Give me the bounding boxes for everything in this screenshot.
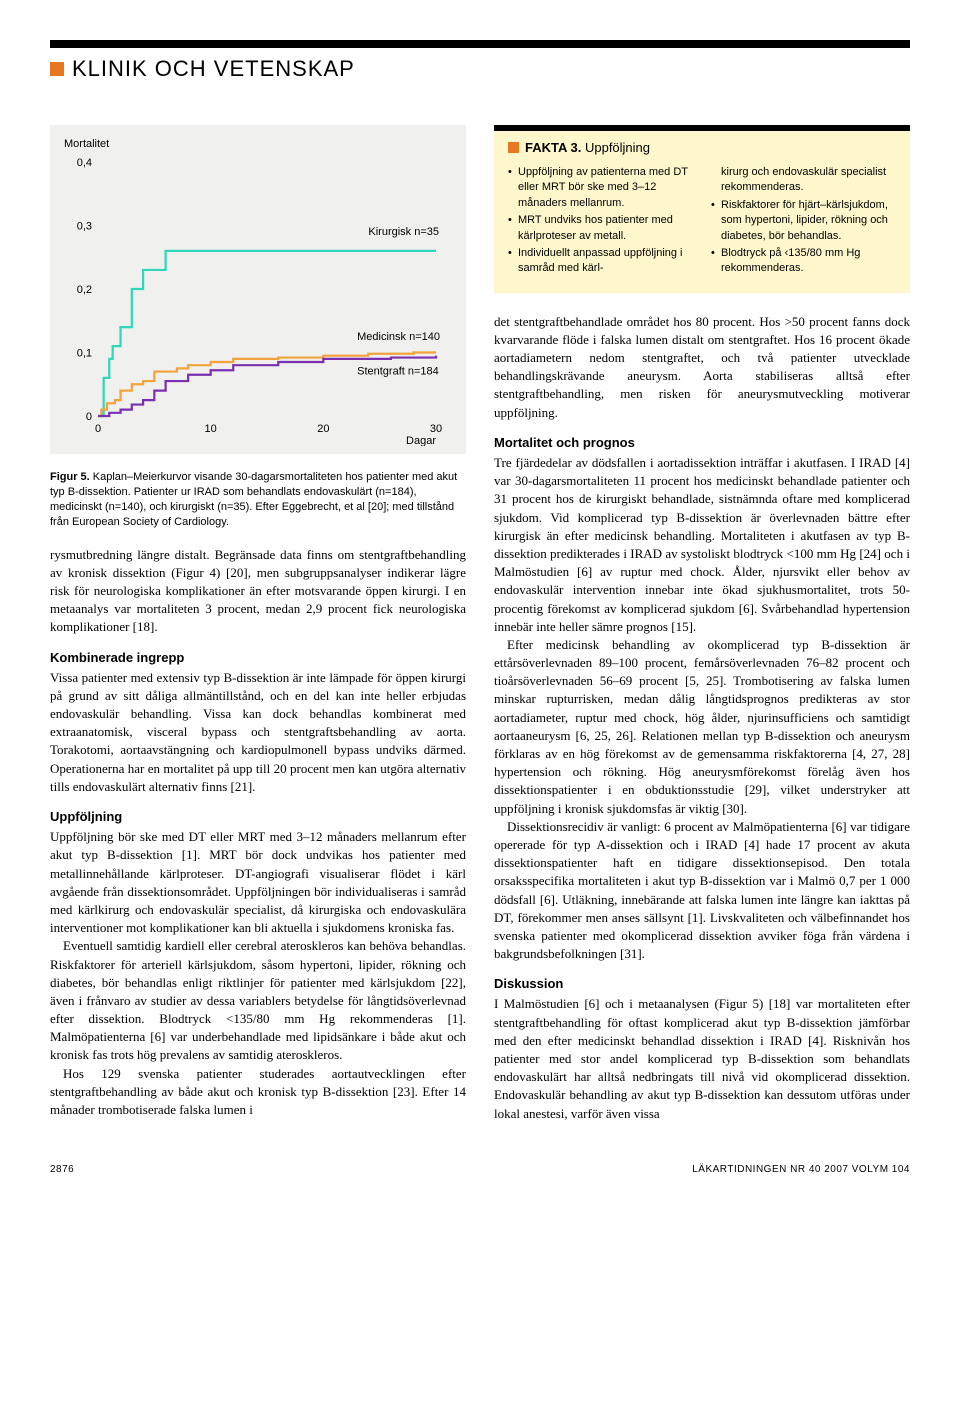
right-p4: Dissektionsrecidiv är vanligt: 6 procent… xyxy=(494,818,910,964)
svg-text:Medicinsk n=140: Medicinsk n=140 xyxy=(357,331,440,343)
fakta-subtitle: Uppföljning xyxy=(585,140,650,155)
top-rule xyxy=(50,40,910,48)
right-column: FAKTA 3. Uppföljning Uppföljning av pati… xyxy=(494,125,910,1123)
fakta-title-row: FAKTA 3. Uppföljning xyxy=(508,139,896,157)
fakta-item: Blodtryck på ‹135/80 mm Hg rekommenderas… xyxy=(711,246,896,277)
fakta-rule xyxy=(494,125,910,131)
fakta-orange-icon xyxy=(508,142,519,153)
figcap-text: Kaplan–Meierkurvor visande 30-dagarsmort… xyxy=(50,471,457,528)
fakta-col2: kirurg och endovaskulär specialist rekom… xyxy=(711,165,896,279)
svg-text:20: 20 xyxy=(317,423,329,435)
svg-text:0,3: 0,3 xyxy=(77,221,92,233)
left-p5: Hos 129 svenska patienter studerades aor… xyxy=(50,1065,466,1120)
footer-page: 2876 xyxy=(50,1163,74,1177)
right-p5: I Malmöstudien [6] och i metaanalysen (F… xyxy=(494,995,910,1122)
svg-text:Dagar: Dagar xyxy=(406,435,436,446)
figcap-bold: Figur 5. xyxy=(50,471,90,483)
svg-text:0: 0 xyxy=(86,411,92,423)
figure-caption: Figur 5. Kaplan–Meierkurvor visande 30-d… xyxy=(50,470,466,529)
svg-text:0: 0 xyxy=(95,423,101,435)
svg-text:10: 10 xyxy=(205,423,217,435)
right-p1: det stentgraftbehandlade området hos 80 … xyxy=(494,313,910,422)
fakta-col2-lead: kirurg och endovaskulär specialist rekom… xyxy=(711,165,896,196)
footer-journal: LÄKARTIDNINGEN NR 40 2007 VOLYM 104 xyxy=(692,1163,910,1177)
fakta-item: Individuellt anpassad uppföljning i samr… xyxy=(508,246,693,277)
section-title: KLINIK OCH VETENSKAP xyxy=(72,54,355,85)
right-p3: Efter medicinsk behandling av okomplicer… xyxy=(494,636,910,818)
svg-text:0,1: 0,1 xyxy=(77,348,92,360)
left-h1: Kombinerade ingrepp xyxy=(50,649,466,667)
fakta-title: FAKTA 3. Uppföljning xyxy=(525,139,650,157)
fakta-col1: Uppföljning av patienterna med DT eller … xyxy=(508,165,693,279)
left-column: Mortalitet 0 0,1 0,2 0,3 0,4 0 10 20 30Dagar Kiru… xyxy=(50,125,466,1123)
fakta-box: FAKTA 3. Uppföljning Uppföljning av pati… xyxy=(494,125,910,293)
left-p4: Eventuell samtidig kardiell eller cerebr… xyxy=(50,937,466,1064)
km-chart: 0 0,1 0,2 0,3 0,4 0 10 20 30Dagar Kirurgisk n=35 M… xyxy=(64,156,444,446)
svg-text:30: 30 xyxy=(430,423,442,435)
fakta-item: Riskfaktorer för hjärt–kärlsjukdom, som … xyxy=(711,198,896,244)
orange-square-icon xyxy=(50,62,64,76)
right-p2: Tre fjärdedelar av dödsfallen i aortadis… xyxy=(494,454,910,636)
fakta-columns: Uppföljning av patienterna med DT eller … xyxy=(508,165,896,279)
fakta-title-bold: FAKTA 3. xyxy=(525,140,581,155)
page-footer: 2876 LÄKARTIDNINGEN NR 40 2007 VOLYM 104 xyxy=(50,1163,910,1177)
left-p1: rysmutbredning längre distalt. Begränsad… xyxy=(50,546,466,637)
svg-text:0,2: 0,2 xyxy=(77,284,92,296)
left-p3: Uppföljning bör ske med DT eller MRT med… xyxy=(50,828,466,937)
chart-container: Mortalitet 0 0,1 0,2 0,3 0,4 0 10 20 30Dagar Kiru… xyxy=(50,125,466,454)
fakta-item: MRT undviks hos patienter med kärlprotes… xyxy=(508,213,693,244)
svg-text:0,4: 0,4 xyxy=(77,157,92,169)
two-column-layout: Mortalitet 0 0,1 0,2 0,3 0,4 0 10 20 30Dagar Kiru… xyxy=(50,125,910,1123)
right-h2: Diskussion xyxy=(494,975,910,993)
left-h2: Uppföljning xyxy=(50,808,466,826)
right-h1: Mortalitet och prognos xyxy=(494,434,910,452)
left-p2: Vissa patienter med extensiv typ B-disse… xyxy=(50,669,466,796)
svg-text:Kirurgisk n=35: Kirurgisk n=35 xyxy=(368,226,439,238)
chart-ylabel: Mortalitet xyxy=(64,137,452,152)
svg-text:Stentgraft n=184: Stentgraft n=184 xyxy=(357,366,439,378)
section-header: KLINIK OCH VETENSKAP xyxy=(50,54,910,85)
fakta-item: Uppföljning av patienterna med DT eller … xyxy=(508,165,693,211)
